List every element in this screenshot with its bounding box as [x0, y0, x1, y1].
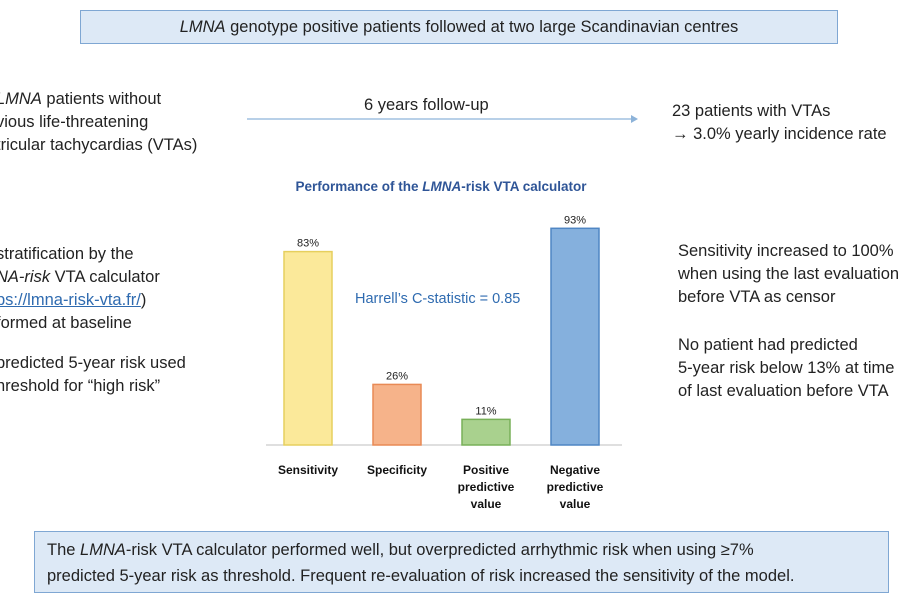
bar-1	[372, 383, 422, 446]
right-mid-line1: Sensitivity increased to 100%	[678, 242, 894, 260]
bars-group: 83% Sensitivity 26% Specificity 11% Positive p…	[278, 214, 604, 511]
category-label-2-1: predictive	[458, 480, 515, 494]
bar-value-label-1: 26%	[386, 370, 408, 382]
left-mid-text: stratification by the NA-risk VTA calcul…	[0, 243, 186, 398]
category-label-1-0: Specificity	[367, 463, 427, 477]
right-mid-line2: when using the last evaluation	[678, 265, 900, 283]
right-mid-line5: 5-year risk below 13% at time	[678, 359, 895, 377]
right-mid-text: Sensitivity increased to 100% when using…	[678, 240, 899, 403]
left-mid-line1: stratification by the	[0, 245, 134, 263]
category-label-3-0: Negative	[550, 463, 600, 477]
c-statistic-annotation: Harrell’s C-statistic = 0.85	[355, 291, 520, 307]
category-label-2-0: Positive	[463, 463, 509, 477]
conclusion-box: The LMNA-risk VTA calculator performed w…	[34, 531, 889, 593]
category-label-0-0: Sensitivity	[278, 463, 338, 477]
left-top-line2: vious life-threatening	[0, 113, 149, 131]
left-top-line1: LMNA patients without	[0, 90, 162, 108]
right-top-line1: 23 patients with VTAs	[672, 102, 831, 120]
right-mid-line4: No patient had predicted	[678, 336, 858, 354]
bar-2	[461, 418, 511, 446]
bar-0	[283, 250, 333, 446]
header-title-box: LMNA genotype positive patients followed…	[80, 10, 838, 44]
right-mid-line3: before VTA as censor	[678, 288, 836, 306]
category-label-3-1: predictive	[547, 480, 604, 494]
calculator-link[interactable]: ps://lmna-risk-vta.fr/	[0, 291, 141, 309]
bar-3	[550, 227, 600, 446]
left-mid-line4: formed at baseline	[0, 314, 132, 332]
left-top-text: LMNA patients without vious life-threate…	[0, 88, 197, 157]
followup-label: 6 years follow-up	[364, 96, 489, 114]
right-mid-line6: of last evaluation before VTA	[678, 382, 889, 400]
bar-value-label-3: 93%	[564, 214, 586, 226]
bar-value-label-0: 83%	[297, 238, 319, 250]
followup-arrow-icon	[247, 115, 638, 123]
conclusion-line2: predicted 5-year risk as threshold. Freq…	[47, 567, 795, 585]
right-top-text: 23 patients with VTAs → 3.0% yearly inci…	[672, 100, 887, 146]
left-mid-line2: NA-risk VTA calculator	[0, 268, 160, 286]
right-top-line2: → 3.0% yearly incidence rate	[672, 125, 887, 143]
category-label-2-2: value	[471, 497, 502, 511]
performance-bar-chart: Performance of the LMNA-risk VTA calcula…	[266, 179, 622, 511]
left-mid-line6: hreshold for “high risk”	[0, 377, 161, 395]
conclusion-line1: The LMNA-risk VTA calculator performed w…	[47, 541, 754, 559]
left-top-line3: tricular tachycardias (VTAs)	[0, 136, 198, 154]
left-mid-line3: ps://lmna-risk-vta.fr/)	[0, 289, 186, 312]
chart-title: Performance of the LMNA-risk VTA calcula…	[295, 179, 587, 194]
header-title: LMNA genotype positive patients followed…	[179, 17, 739, 36]
left-mid-line5: predicted 5-year risk used	[0, 354, 186, 372]
category-label-3-2: value	[560, 497, 591, 511]
bar-value-label-2: 11%	[475, 405, 496, 417]
